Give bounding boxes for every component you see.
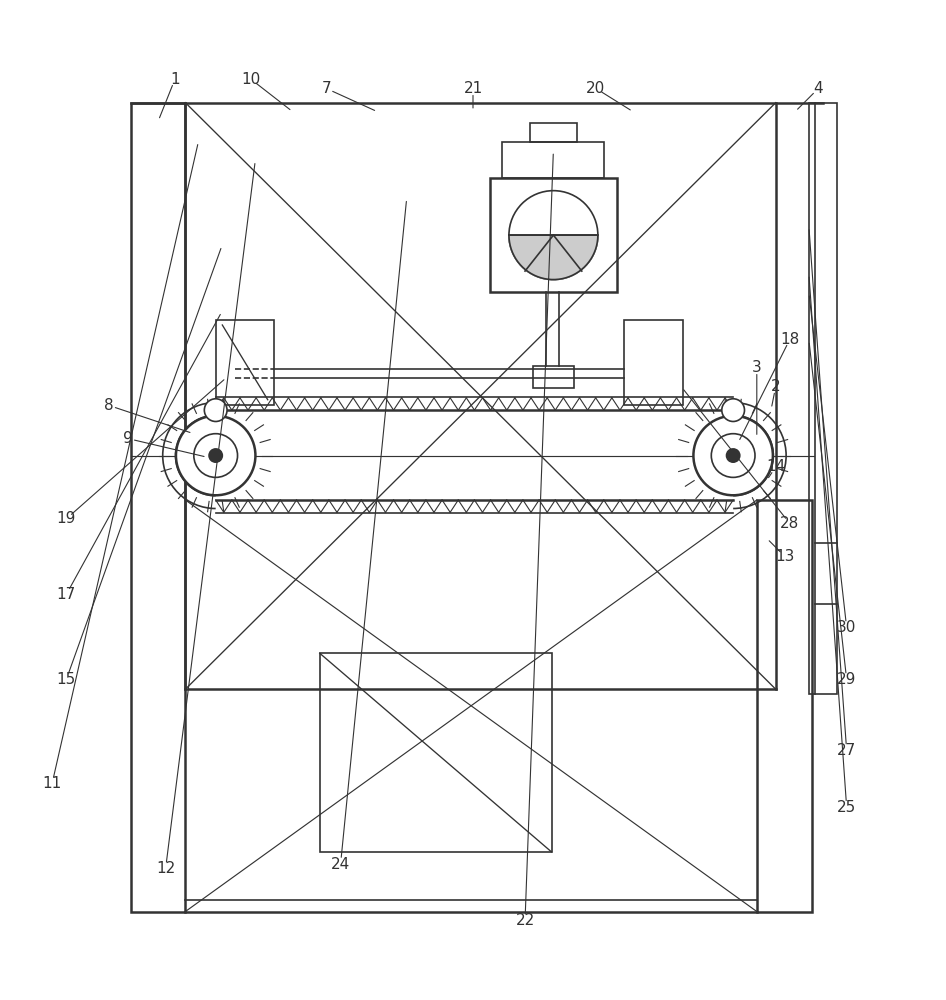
Bar [320, 653, 552, 852]
Text: 3: 3 [752, 360, 762, 375]
Text: 9: 9 [123, 431, 132, 446]
Text: 30: 30 [837, 620, 856, 635]
Text: 4: 4 [814, 81, 823, 96]
Bar [131, 103, 185, 912]
Text: 24: 24 [331, 857, 350, 872]
Text: 14: 14 [766, 459, 785, 474]
Bar [624, 320, 683, 405]
Text: 8: 8 [104, 398, 114, 413]
Bar [502, 142, 604, 178]
Circle shape [727, 449, 740, 462]
Circle shape [509, 191, 598, 280]
Bar [530, 123, 577, 142]
Bar [490, 178, 617, 292]
Bar [809, 103, 837, 694]
Text: 19: 19 [57, 511, 76, 526]
Text: 27: 27 [837, 743, 856, 758]
Circle shape [693, 416, 773, 495]
Bar [757, 500, 812, 912]
Text: 10: 10 [241, 72, 260, 87]
Circle shape [204, 399, 227, 421]
Text: 13: 13 [776, 549, 795, 564]
Text: 22: 22 [516, 913, 534, 928]
Circle shape [722, 399, 745, 421]
Circle shape [209, 449, 222, 462]
Text: 17: 17 [57, 587, 76, 602]
Text: 11: 11 [43, 776, 61, 791]
Bar [533, 366, 574, 388]
Text: 15: 15 [57, 672, 76, 687]
Text: 28: 28 [780, 516, 799, 531]
Text: 2: 2 [771, 379, 780, 394]
Text: 7: 7 [322, 81, 331, 96]
Text: 29: 29 [837, 672, 856, 687]
Text: 21: 21 [464, 81, 482, 96]
Text: 18: 18 [780, 332, 799, 347]
Bar [216, 320, 274, 405]
Text: 1: 1 [170, 72, 180, 87]
Text: 20: 20 [587, 81, 605, 96]
Polygon shape [509, 235, 598, 280]
Text: 25: 25 [837, 800, 856, 815]
Text: 12: 12 [156, 861, 175, 876]
Circle shape [176, 416, 255, 495]
